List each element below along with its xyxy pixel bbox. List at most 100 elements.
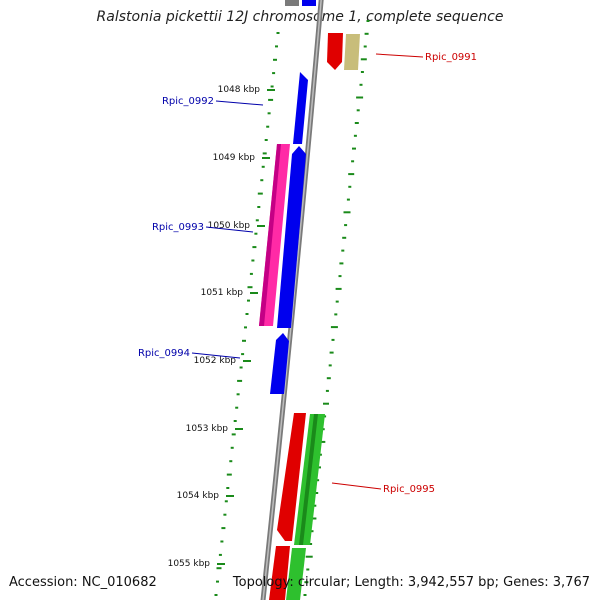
gc-dot	[303, 594, 307, 596]
rpic-0991-gene[interactable]	[327, 33, 343, 70]
gene-label-rpic-0995[interactable]: Rpic_0995	[383, 484, 435, 495]
rpic-0995-gene[interactable]	[277, 413, 306, 541]
gc-dot	[239, 366, 243, 369]
tick-mark	[250, 292, 258, 294]
gc-content-track	[214, 20, 370, 596]
gc-dot	[257, 192, 263, 195]
gc-dot	[359, 83, 363, 86]
khaki-feature[interactable]	[344, 34, 360, 70]
gc-dot	[244, 326, 247, 329]
gc-dot	[260, 179, 264, 182]
gc-dot	[306, 568, 310, 571]
tick-label-1055: 1055 kbp	[168, 559, 211, 569]
tick-label-1049: 1049 kbp	[213, 153, 256, 163]
gc-dot	[273, 58, 277, 61]
gc-dot	[257, 206, 261, 208]
green-feature-1-shade	[299, 414, 318, 545]
tick-mark	[235, 428, 243, 430]
gc-dot	[268, 98, 274, 101]
gc-dot	[254, 232, 258, 235]
gc-dot	[242, 339, 246, 342]
rpic-0994-gene[interactable]	[270, 333, 289, 394]
rpic-0994-leader	[191, 352, 241, 359]
rpic-0992-gene[interactable]	[293, 72, 308, 144]
gc-dot	[236, 393, 240, 396]
bottom-green-feature[interactable]	[286, 548, 306, 600]
gc-dot	[247, 286, 253, 289]
gc-dot	[353, 134, 357, 137]
gc-dot	[262, 152, 267, 155]
gc-dot	[245, 313, 249, 315]
gene-label-rpic-0994[interactable]: Rpic_0994	[138, 348, 190, 359]
gc-dot	[317, 466, 321, 469]
gc-dot	[276, 32, 280, 34]
tick-mark	[226, 495, 234, 497]
gc-dot	[348, 173, 355, 176]
rpic-0995-leader	[331, 482, 382, 490]
gc-dot	[356, 109, 360, 112]
tick-label-1050: 1050 kbp	[208, 221, 251, 231]
gc-dot	[331, 338, 335, 341]
gc-dot	[342, 236, 347, 239]
gene-label-rpic-0992[interactable]: Rpic_0992	[162, 96, 214, 107]
top-blue-feature[interactable]	[302, 0, 316, 6]
backbone	[260, 0, 324, 600]
gc-dot	[325, 389, 329, 392]
tick-label-1052: 1052 kbp	[194, 356, 237, 366]
rpic-0993-leader	[205, 226, 254, 233]
gc-dot	[247, 299, 250, 302]
gc-dot	[341, 249, 345, 252]
bottom-red-feature[interactable]	[269, 546, 290, 600]
gc-dot	[334, 313, 338, 316]
rpic-0992-leader	[215, 100, 264, 106]
gc-dot	[237, 379, 243, 382]
topology-label: Topology: circular; Length: 3,942,557 bp…	[232, 575, 590, 590]
tick-label-1053: 1053 kbp	[186, 424, 229, 434]
gc-dot	[221, 527, 226, 530]
tick-mark	[257, 225, 265, 227]
gc-dot	[272, 72, 276, 75]
gc-dot	[270, 85, 274, 88]
gc-dot	[249, 272, 253, 275]
gc-dot	[366, 20, 370, 22]
gc-dot	[214, 594, 218, 596]
gc-dot	[335, 300, 339, 303]
gc-dot	[318, 453, 322, 456]
gc-dot	[266, 125, 270, 128]
gc-dot	[328, 364, 332, 367]
gene-label-rpic-0991[interactable]: Rpic_0991	[425, 52, 477, 63]
gc-dot	[229, 460, 233, 463]
gc-dot	[354, 122, 359, 124]
gc-dot	[351, 160, 355, 163]
gc-dot	[251, 259, 255, 262]
gc-dot	[316, 479, 320, 482]
gc-dot	[231, 433, 236, 436]
rpic-0993-gene[interactable]	[277, 146, 306, 328]
gc-dot	[338, 275, 342, 278]
gc-dot	[339, 262, 344, 265]
gc-dot	[360, 58, 367, 61]
gc-dot	[310, 530, 314, 533]
gc-dot	[364, 32, 369, 35]
map-title: Ralstonia pickettii 12J chromosome 1, co…	[96, 9, 504, 25]
tick-mark	[262, 157, 270, 159]
tick-mark	[217, 563, 225, 565]
gc-dot	[218, 553, 222, 556]
gc-dot	[348, 185, 352, 188]
gc-dot	[346, 198, 350, 201]
gc-dot	[241, 353, 245, 356]
gc-dot	[326, 377, 331, 380]
gc-dot	[230, 446, 234, 449]
rpic-0993-rrna-shade	[259, 144, 281, 326]
gc-dot	[343, 211, 351, 214]
gc-dot	[226, 473, 232, 476]
gc-dot	[314, 492, 319, 494]
gc-dot	[226, 487, 230, 489]
gc-dot	[305, 555, 313, 558]
gc-dot	[216, 580, 219, 583]
top-gray-feature[interactable]	[285, 0, 299, 6]
gc-dot	[352, 147, 356, 150]
gene-label-rpic-0993[interactable]: Rpic_0993	[152, 222, 204, 233]
gc-dot	[313, 504, 317, 507]
gc-dot	[275, 45, 278, 48]
